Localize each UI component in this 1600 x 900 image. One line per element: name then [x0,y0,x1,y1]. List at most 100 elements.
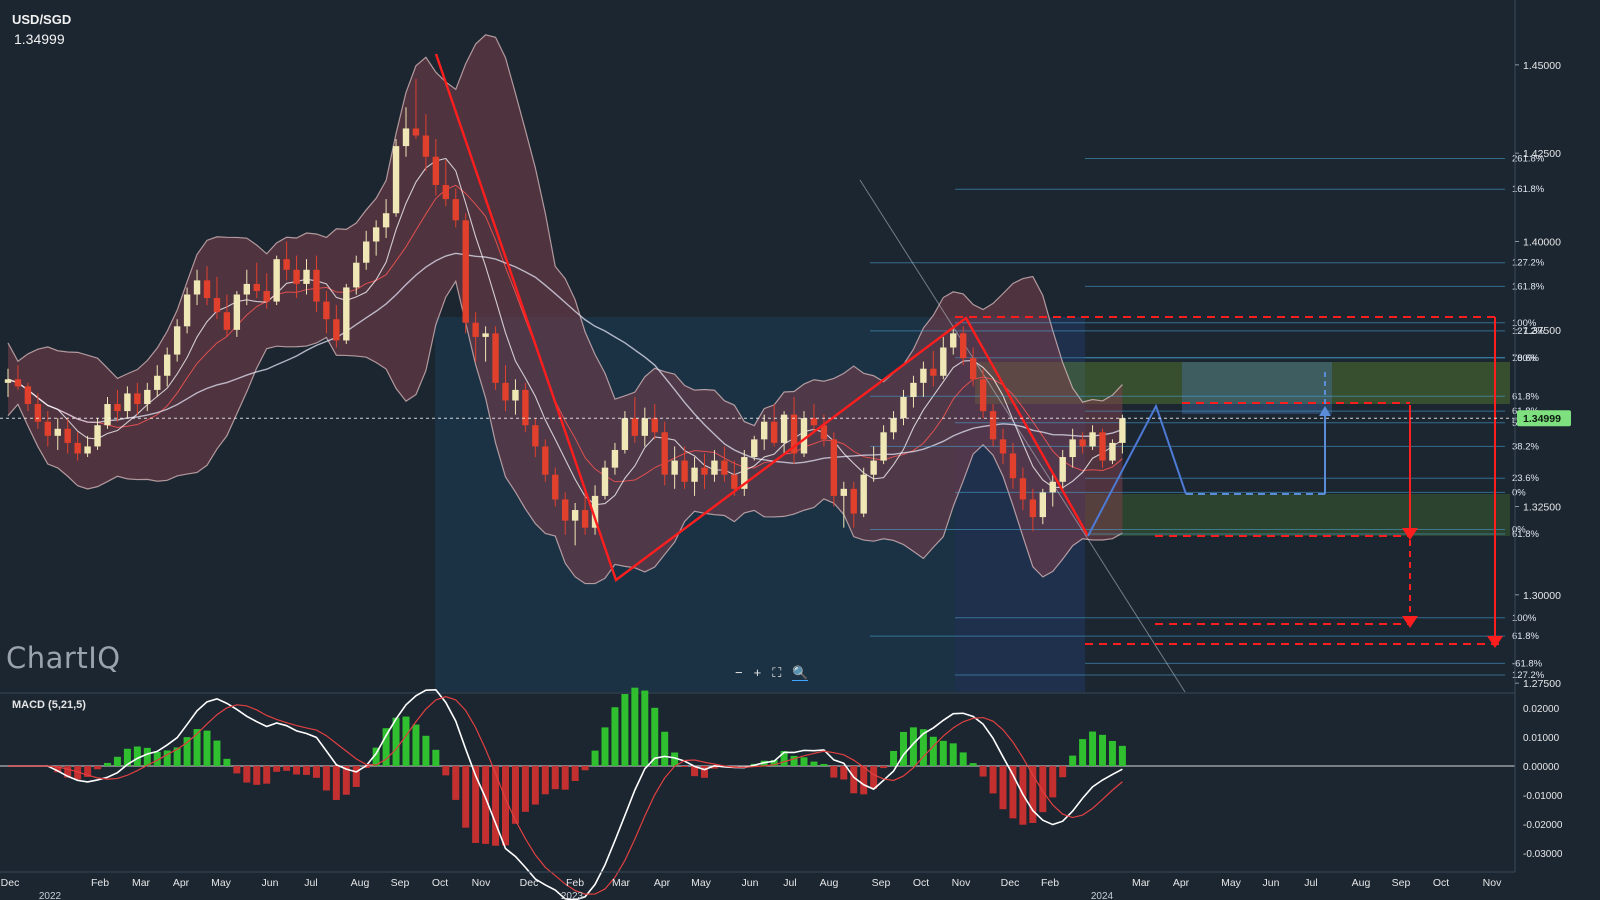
candle-body [492,333,499,383]
macd-histogram-bar [1039,766,1047,813]
month-label: Mar [132,877,151,889]
candle-body [691,467,698,482]
macd-study-label[interactable]: MACD (5,21,5) [12,699,86,711]
macd-histogram-bar [372,747,380,766]
month-label: Feb [1041,877,1059,889]
fib-label: 61.8% [1512,529,1539,540]
candle-body [94,425,101,447]
macd-histogram-bar [900,731,907,766]
macd-histogram-bar [193,729,201,766]
candle-body [960,333,967,359]
macd-histogram-bar [611,707,619,766]
macd-histogram-bar [94,766,102,770]
blue-arrow-head [1319,406,1331,416]
macd-histogram-bar [382,728,390,766]
price-tick-label: 1.27500 [1523,678,1561,690]
macd-histogram-bar [84,766,92,777]
macd-histogram-bar [770,760,778,766]
magnifier-button[interactable]: 🔍 [792,665,809,681]
month-label: Jul [783,877,796,889]
macd-histogram-bar [203,730,211,766]
candle-body [154,375,161,390]
month-label: Oct [432,877,448,889]
month-label: Oct [913,877,929,889]
month-label: Feb [566,877,584,889]
macd-tick-label: -0.01000 [1523,791,1563,802]
macd-histogram-bar [133,746,141,766]
candle-body [203,280,211,299]
macd-histogram-bar [870,766,878,789]
candle-body [313,269,320,302]
candle-body [581,510,589,528]
macd-histogram-bar [541,766,549,795]
candle-body [1109,442,1116,461]
candle-body [442,184,449,200]
candle-body [293,269,300,284]
candle-body [711,460,718,475]
macd-histogram-bar [1059,766,1067,778]
macd-histogram-bar [790,755,798,766]
macd-histogram-bar [989,766,997,794]
candle-body [850,488,857,514]
candle-body [283,259,290,270]
candle-body [661,432,668,475]
macd-histogram-bar [810,761,818,766]
year-label: 2022 [39,891,62,900]
zoom-out-button[interactable]: − [735,665,743,680]
macd-line [8,688,1123,900]
fullscreen-button[interactable]: ⛶ [772,665,782,680]
macd-histogram-bar [929,736,937,766]
macd-histogram-bar [263,766,271,784]
candle-body [382,213,390,228]
candle-body [880,432,887,461]
macd-tick-label: 0.01000 [1523,733,1560,744]
macd-histogram-bar [890,750,898,766]
month-label: Mar [1132,877,1151,889]
month-label: May [1221,877,1242,889]
candle-body [830,439,838,496]
candle-body [173,326,181,355]
month-label: Sep [872,877,891,889]
macd-tick-label: -0.03000 [1523,849,1563,860]
candle-body [890,418,897,433]
candle-body [810,418,818,426]
candle-body [502,382,509,401]
macd-signal-line [8,695,1123,895]
macd-histogram-bar [959,752,967,766]
macd-histogram-bar [601,727,609,766]
macd-histogram-bar [392,717,400,766]
macd-histogram-bar [233,766,241,774]
candle-body [562,499,569,521]
arrow-2-head [1402,616,1418,628]
candle-body [4,379,12,383]
candle-body [860,474,867,514]
macd-histogram-bar [153,751,161,766]
macd-histogram-bar [472,766,480,843]
candle-body [1069,439,1076,458]
candle-body [124,393,131,412]
candle-body [1019,478,1027,500]
candle-body [611,449,619,468]
zoom-controls: − + ⛶ 🔍 [735,665,809,681]
candle-body [253,283,260,291]
candle-body [770,421,778,443]
macd-histogram-bar [293,766,301,775]
zoom-in-button[interactable]: + [753,665,762,680]
macd-histogram-bar [681,766,689,768]
fib-label: 0% [1512,487,1526,498]
candle-body [930,368,937,376]
month-label: Jul [1304,877,1317,889]
macd-histogram-bar [621,694,629,766]
month-label: Dec [1,877,20,889]
macd-histogram-bar [999,766,1007,810]
macd-histogram-bar [880,766,888,769]
price-tick-label: 1.45000 [1523,60,1561,72]
candle-body [542,446,549,475]
candle-body [54,428,61,436]
candle-body [840,488,847,496]
macd-histogram-bar [1108,740,1116,766]
macd-histogram-bar [74,766,82,780]
candle-body [34,404,42,422]
candle-body [323,301,330,320]
